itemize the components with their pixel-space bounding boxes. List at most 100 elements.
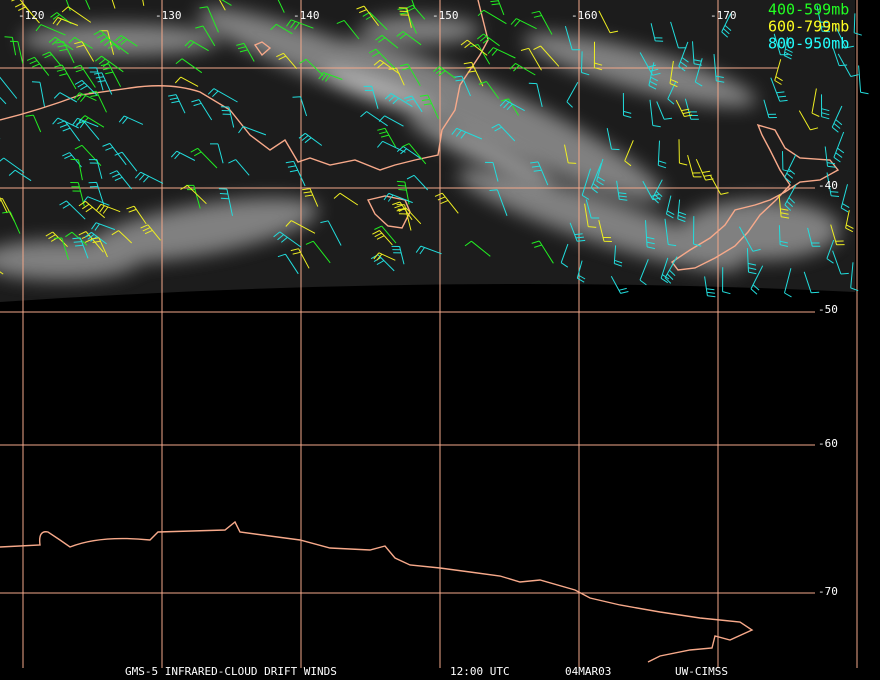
wind-barb: [191, 99, 213, 121]
wind-barb: [695, 158, 714, 181]
wind-barb: [606, 127, 620, 151]
longitude-labels: -120 -130 -140 -150 -160 -170: [18, 9, 737, 22]
wind-barb: [377, 140, 406, 153]
wind-barb: [199, 6, 219, 33]
wind-barb: [528, 82, 543, 108]
wind-barb: [93, 30, 121, 51]
wind-barb: [533, 45, 560, 67]
wind-barb: [401, 143, 427, 165]
wind-barb: [383, 192, 413, 204]
wind-barb: [375, 34, 399, 49]
wind-barb: [360, 111, 388, 127]
wind-barb: [694, 58, 703, 87]
wind-barb: [840, 184, 850, 213]
legend-entry: 800-950mb: [768, 35, 849, 53]
wind-barb: [88, 67, 104, 91]
wind-barb: [648, 62, 659, 90]
wind-barb: [432, 66, 456, 79]
wind-barb: [798, 110, 819, 131]
wind-barb: [74, 79, 98, 96]
wind-barb: [584, 203, 597, 228]
wind-barb: [610, 276, 629, 294]
wind-barb: [384, 93, 413, 108]
wind-barb: [53, 237, 69, 260]
wind-barb: [434, 192, 459, 214]
wind-barb: [585, 199, 600, 219]
wind-barb: [52, 17, 79, 26]
wind-barb: [218, 188, 233, 216]
legend: 400-599mb 600-799mb 800-950mb: [768, 1, 849, 53]
wind-barb: [675, 99, 693, 117]
wind-barb: [738, 226, 761, 252]
wind-barb: [88, 181, 105, 205]
wind-barb: [356, 5, 380, 26]
wind-barb: [114, 151, 138, 172]
wind-barb: [78, 200, 106, 219]
wind-barb: [826, 172, 840, 197]
wind-barb: [276, 52, 298, 70]
wind-barb: [710, 175, 729, 195]
wind-barb: [464, 240, 491, 257]
wind-barb: [52, 117, 79, 129]
footer-source: UW-CIMSS: [675, 665, 728, 678]
latitude-label: -40: [818, 179, 838, 192]
wind-barb: [320, 220, 342, 246]
wind-barb: [111, 230, 133, 244]
wind-barb: [391, 245, 405, 265]
wind-barb: [0, 157, 25, 173]
wind-barb: [415, 245, 442, 255]
wind-barb: [372, 230, 393, 246]
wind-barb: [336, 19, 360, 40]
footer-product: GMS-5 INFRARED-CLOUD DRIFT WINDS: [125, 665, 337, 678]
grid: [0, 0, 858, 668]
wind-barb: [109, 170, 132, 190]
longitude-label: -160: [571, 9, 598, 22]
wind-barb: [373, 59, 401, 75]
wind-barb: [126, 205, 147, 225]
wind-barb: [463, 61, 484, 87]
wind-barb: [616, 180, 628, 201]
wind-barb: [826, 239, 835, 264]
wind-barb: [478, 81, 500, 99]
wind-barb: [318, 72, 343, 82]
wind-barb: [460, 39, 488, 56]
wind-barb: [114, 35, 138, 47]
wind-barb: [784, 154, 797, 183]
wind-barb: [57, 120, 81, 142]
wind-barb: [377, 127, 397, 148]
wind-barb: [531, 10, 553, 35]
wind-barb: [722, 267, 731, 295]
wind-barb: [374, 225, 397, 244]
footer-time: 12:00 UTC: [450, 665, 510, 678]
wind-barb: [184, 39, 209, 52]
coastlines: [0, 0, 840, 663]
wind-barb: [509, 62, 536, 76]
wind-barb: [305, 240, 331, 264]
footer-date: 04MAR03: [565, 665, 611, 678]
wind-barb: [784, 184, 797, 211]
wind-barb: [286, 19, 314, 30]
wind-barb: [477, 9, 507, 25]
wind-barb: [100, 63, 122, 87]
wind-barb: [210, 143, 224, 164]
wind-barb: [816, 5, 831, 33]
wind-barb: [45, 231, 68, 248]
wind-barb: [91, 222, 116, 231]
wind-barb: [195, 25, 216, 47]
wind-barb: [299, 58, 324, 76]
wind-barb: [596, 158, 605, 186]
wind-barb: [670, 21, 687, 49]
longitude-label: -130: [155, 9, 182, 22]
wind-barb: [746, 248, 757, 275]
wind-barb: [0, 76, 18, 99]
wind-barb: [660, 257, 670, 284]
longitude-label: -150: [432, 9, 459, 22]
legend-entry: 600-799mb: [768, 18, 849, 36]
wind-barb: [639, 52, 661, 76]
wind-barb: [61, 6, 92, 23]
wind-barb: [832, 47, 848, 67]
wind-barb: [26, 56, 50, 76]
wind-barb: [564, 144, 577, 164]
wind-barb: [2, 211, 21, 234]
